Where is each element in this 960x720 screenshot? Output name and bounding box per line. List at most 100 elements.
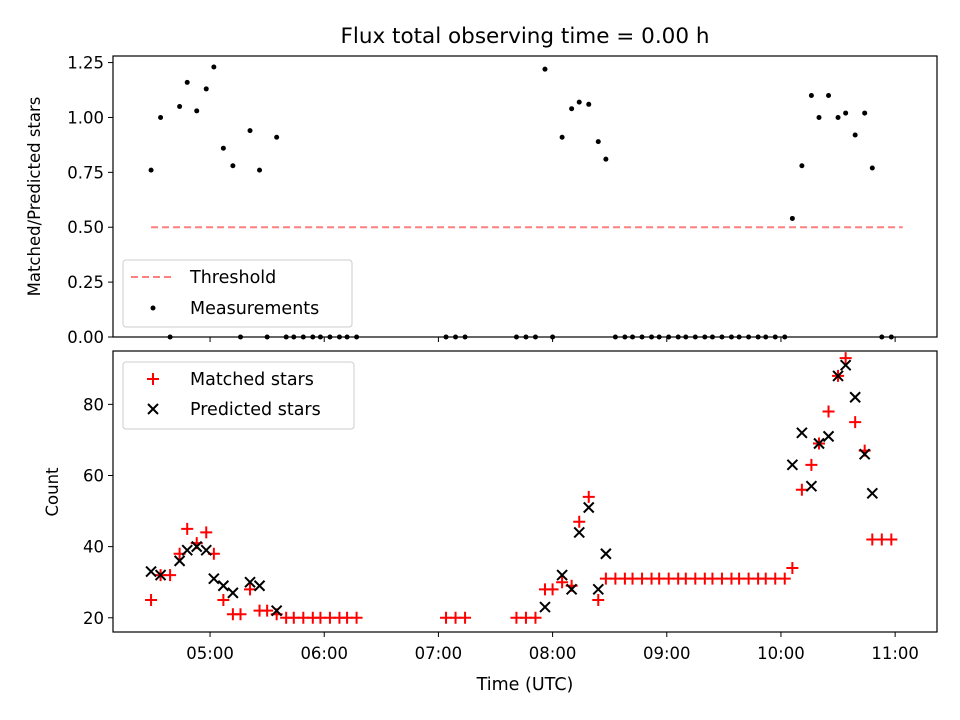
chart-title: Flux total observing time = 0.00 h xyxy=(341,24,710,49)
ratio-panel: Flux total observing time = 0.00 h Match… xyxy=(25,24,938,347)
matched-point xyxy=(592,593,605,606)
measurement-point xyxy=(852,132,858,138)
predicted-point xyxy=(866,487,879,499)
legend: Threshold Measurements xyxy=(122,259,353,328)
measurement-point xyxy=(247,128,253,134)
predicted-point xyxy=(244,576,256,588)
measurement-point xyxy=(808,93,814,99)
matched-points xyxy=(145,352,898,624)
measurement-point xyxy=(559,134,565,140)
legend-label: Measurements xyxy=(190,299,319,319)
predicted-point xyxy=(786,459,799,471)
measurement-point xyxy=(595,139,601,145)
matched-point xyxy=(778,572,791,585)
measurement-point xyxy=(211,64,217,70)
legend-label: Threshold xyxy=(189,268,276,288)
predicted-point xyxy=(849,391,861,403)
predicted-point xyxy=(154,569,167,581)
predicted-point xyxy=(145,565,157,578)
predicted-point xyxy=(253,580,266,592)
matched-point xyxy=(350,611,363,624)
predicted-point xyxy=(583,501,595,514)
y-tick-label: 1.00 xyxy=(67,108,104,127)
matched-point xyxy=(164,569,177,582)
x-axis-label: Time (UTC) xyxy=(476,675,574,695)
matched-point xyxy=(217,593,230,606)
predicted-point xyxy=(592,583,604,596)
predicted-point xyxy=(813,437,825,450)
y-axis-ticks: 20 40 60 80 xyxy=(83,395,113,628)
measurement-point xyxy=(569,106,575,112)
measurement-point xyxy=(576,99,582,105)
y-tick-label: 0.50 xyxy=(67,218,104,237)
y-tick-label: 0.75 xyxy=(67,163,104,182)
legend-measurement-swatch xyxy=(150,305,156,311)
y-axis-label: Count xyxy=(43,467,62,517)
x-tick-label: 06:00 xyxy=(300,644,348,663)
y-tick-label: 0.25 xyxy=(67,273,104,292)
y-axis-label: Matched/Predicted stars xyxy=(25,97,44,297)
legend-predicted-swatch xyxy=(147,403,159,415)
predicted-point xyxy=(539,601,551,613)
y-tick-label: 60 xyxy=(83,466,104,485)
legend-matched-swatch xyxy=(147,373,159,385)
matched-point xyxy=(822,405,835,418)
matched-point xyxy=(181,522,194,535)
measurement-point xyxy=(220,145,226,151)
legend-label: Matched stars xyxy=(190,370,314,390)
matched-point xyxy=(786,561,799,574)
legend-box xyxy=(122,259,353,328)
measurement-point xyxy=(862,110,868,116)
matched-point xyxy=(795,483,808,496)
predicted-point xyxy=(227,587,239,599)
x-tick-label: 09:00 xyxy=(643,644,691,663)
predicted-point xyxy=(600,548,612,560)
measurement-point xyxy=(274,134,280,140)
measurement-point xyxy=(816,114,822,120)
y-axis-ticks: 0.00 0.25 0.50 0.75 1.00 1.25 xyxy=(67,54,113,347)
measurement-point xyxy=(586,101,592,107)
predicted-point xyxy=(217,580,230,592)
matched-point xyxy=(839,352,852,365)
measurement-point xyxy=(194,108,200,114)
matched-point xyxy=(234,608,247,621)
measurement-point xyxy=(184,79,190,85)
y-tick-label: 20 xyxy=(83,609,104,628)
y-tick-label: 1.25 xyxy=(67,54,104,73)
x-tick-label: 07:00 xyxy=(415,644,463,663)
legend-label: Predicted stars xyxy=(190,400,321,420)
matched-point xyxy=(529,611,542,624)
plot-frame xyxy=(112,350,938,633)
measurement-point xyxy=(603,156,609,162)
x-tick-label: 11:00 xyxy=(871,644,919,663)
y-tick-label: 80 xyxy=(83,395,104,414)
predicted-point xyxy=(858,448,871,460)
measurement-point xyxy=(148,167,154,173)
matched-point xyxy=(459,611,472,624)
predicted-point xyxy=(200,544,212,556)
matched-point xyxy=(582,490,595,503)
count-panel: Count Time (UTC) 20 40 60 80 05:00 06:00 07:0… xyxy=(43,350,938,695)
legend: Matched stars Predicted stars xyxy=(122,361,355,430)
measurement-point xyxy=(203,86,209,92)
predicted-point xyxy=(805,480,818,492)
matched-point xyxy=(145,593,158,606)
measurement-point xyxy=(257,167,263,173)
measurement-point xyxy=(835,114,841,120)
measurement-point xyxy=(542,66,548,72)
matched-point xyxy=(885,533,898,546)
measurement-point xyxy=(799,163,805,169)
x-tick-label: 10:00 xyxy=(757,644,805,663)
predicted-point xyxy=(556,569,568,581)
predicted-point xyxy=(822,430,835,443)
predicted-point xyxy=(270,604,283,617)
matched-point xyxy=(546,583,559,596)
x-tick-label: 05:00 xyxy=(186,644,234,663)
predicted-point xyxy=(839,359,852,371)
legend-box xyxy=(122,361,355,430)
predicted-point xyxy=(573,526,585,539)
measurement-point xyxy=(158,114,164,120)
x-axis-ticks: 05:00 06:00 07:00 08:00 09:00 10:00 11:00 xyxy=(186,632,919,663)
measurement-point xyxy=(230,163,236,169)
